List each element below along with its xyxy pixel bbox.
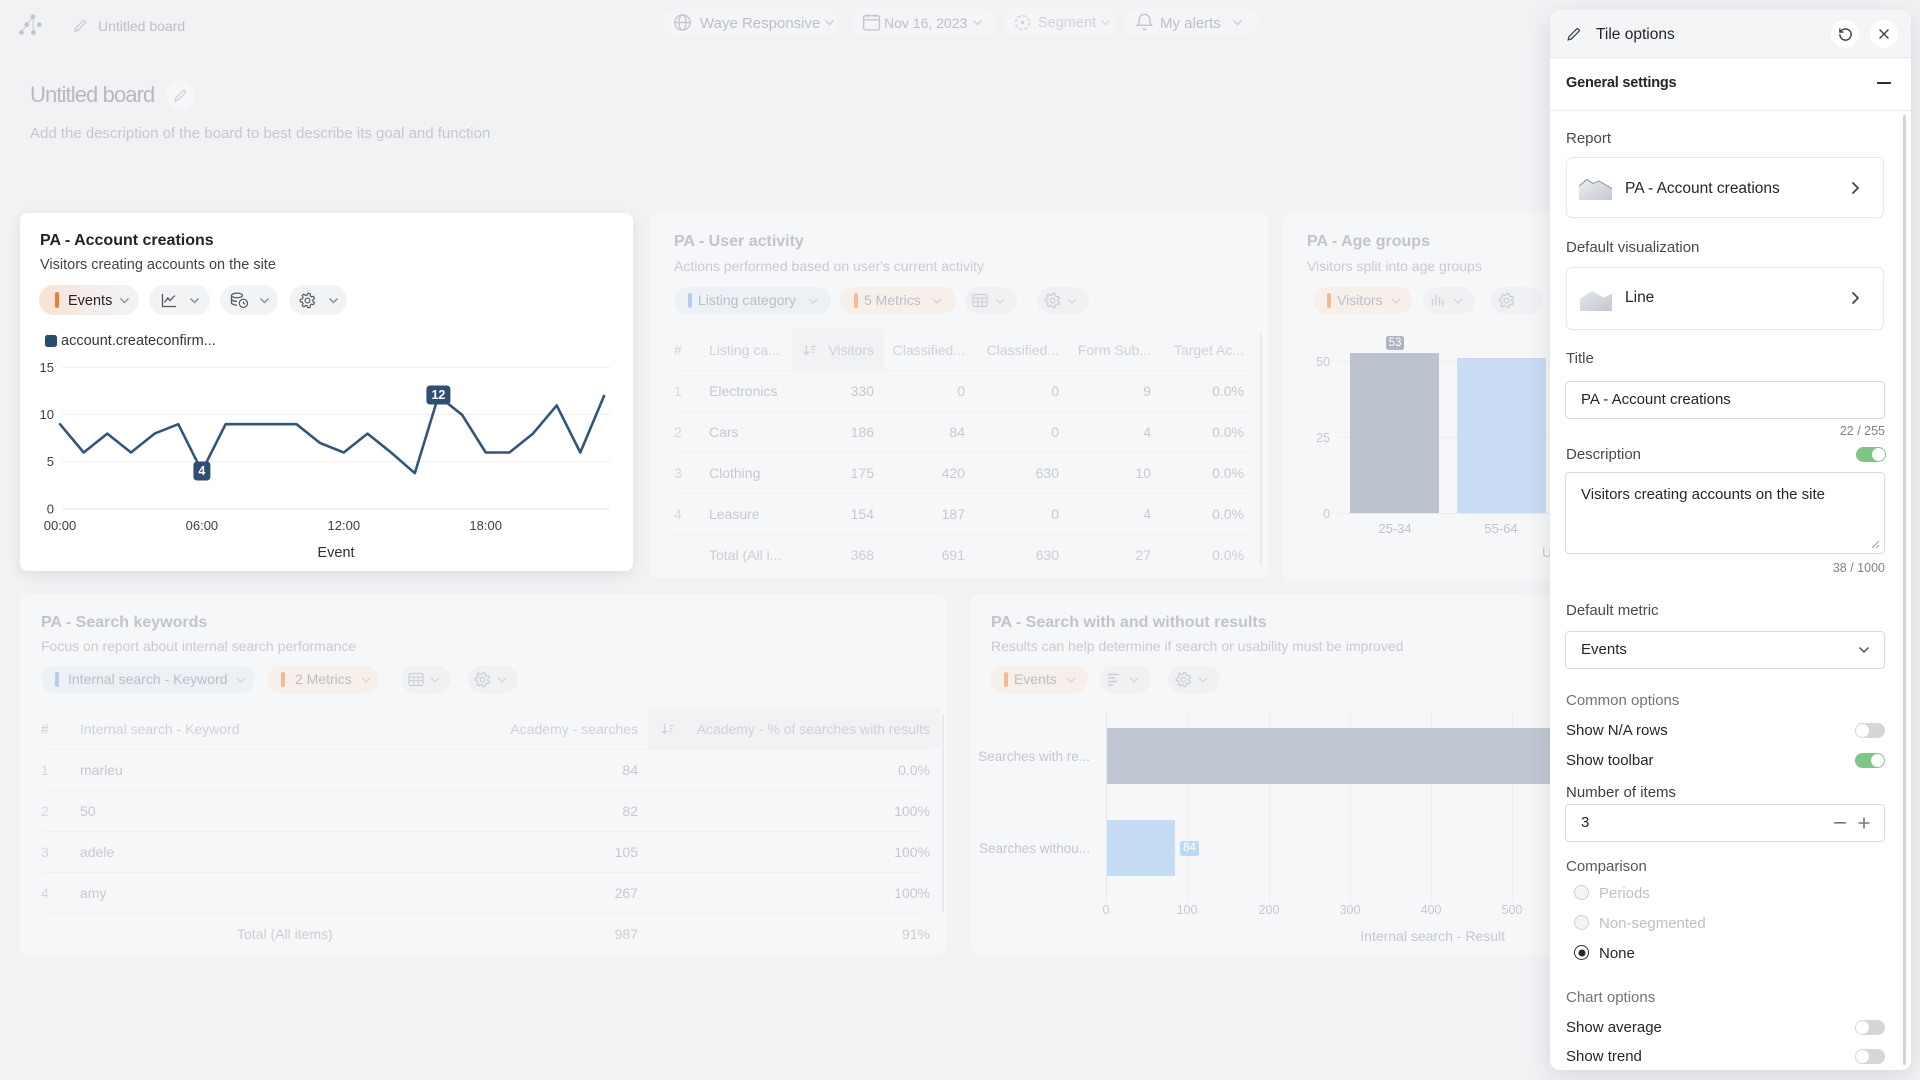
svg-text:15: 15: [40, 360, 54, 375]
svg-text:00:00: 00:00: [44, 518, 77, 533]
svg-text:12:00: 12:00: [328, 518, 361, 533]
svg-text:5: 5: [47, 454, 54, 469]
svg-text:4: 4: [198, 464, 205, 478]
svg-text:06:00: 06:00: [186, 518, 219, 533]
svg-text:0: 0: [47, 501, 54, 516]
svg-text:18:00: 18:00: [469, 518, 502, 533]
svg-text:10: 10: [40, 407, 54, 422]
svg-text:12: 12: [431, 388, 445, 402]
svg-text:Event: Event: [317, 545, 354, 561]
